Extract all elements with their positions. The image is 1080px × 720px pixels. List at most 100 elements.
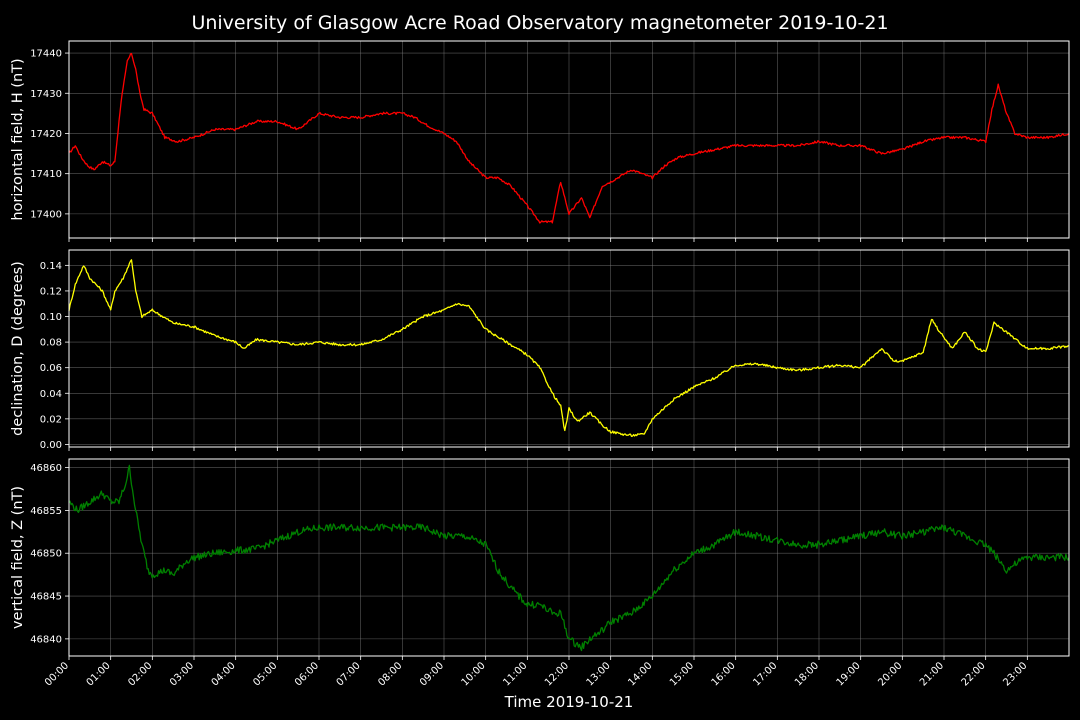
data-point	[923, 141, 924, 142]
data-point	[360, 344, 361, 345]
data-point	[318, 113, 319, 114]
data-point	[135, 510, 136, 511]
data-point	[839, 145, 840, 146]
data-point	[93, 169, 94, 170]
data-point	[652, 177, 653, 178]
figure-title: University of Glasgow Acre Road Observat…	[191, 12, 888, 34]
data-point	[923, 531, 924, 532]
data-point	[120, 101, 121, 102]
data-point	[193, 326, 194, 327]
y-tick-label: 46845	[30, 592, 62, 603]
data-point	[1027, 348, 1028, 349]
axes-frame	[68, 458, 1070, 657]
data-point	[75, 284, 76, 285]
axes-frame	[68, 249, 1070, 448]
data-point	[589, 638, 590, 639]
data-point	[443, 310, 444, 311]
data-point	[693, 153, 694, 154]
data-point	[652, 418, 653, 419]
data-point	[568, 638, 569, 639]
data-point	[102, 493, 103, 494]
data-point	[643, 434, 644, 435]
data-point	[127, 61, 128, 62]
data-point	[673, 399, 674, 400]
data-point	[893, 361, 894, 362]
data-point	[1006, 570, 1007, 571]
data-point	[964, 535, 965, 536]
data-point	[860, 367, 861, 368]
data-point	[881, 153, 882, 154]
data-point	[993, 553, 994, 554]
data-point	[560, 405, 561, 406]
data-point	[114, 161, 115, 162]
data-point	[381, 113, 382, 114]
data-point	[427, 125, 428, 126]
y-tick-label: 0.12	[40, 286, 62, 297]
data-point	[118, 501, 119, 502]
data-point	[552, 613, 553, 614]
data-point	[998, 85, 999, 86]
y-tick-label: 0.08	[40, 338, 62, 349]
data-point	[623, 434, 624, 435]
data-point	[985, 544, 986, 545]
data-point	[235, 550, 236, 551]
data-point	[1048, 137, 1049, 138]
data-point	[714, 149, 715, 150]
data-point	[75, 145, 76, 146]
data-point	[860, 535, 861, 536]
data-point	[777, 540, 778, 541]
data-point	[256, 121, 257, 122]
data-point	[993, 322, 994, 323]
y-tick-label: 17420	[30, 129, 62, 140]
data-point	[125, 484, 126, 485]
data-point	[818, 544, 819, 545]
data-point	[402, 113, 403, 114]
data-point	[777, 367, 778, 368]
data-point	[798, 370, 799, 371]
data-point	[235, 129, 236, 130]
data-point	[443, 133, 444, 134]
data-point	[143, 109, 144, 110]
data-point	[360, 117, 361, 118]
data-point	[277, 121, 278, 122]
data-point	[141, 544, 142, 545]
data-point	[485, 329, 486, 330]
axes-frame	[68, 40, 1070, 239]
data-point	[510, 185, 511, 186]
y-tick-label: 46860	[30, 463, 62, 474]
data-point	[318, 527, 319, 528]
data-point	[110, 165, 111, 166]
data-point	[81, 157, 82, 158]
data-point	[677, 157, 678, 158]
data-point	[277, 540, 278, 541]
data-point	[860, 145, 861, 146]
y-tick-label: 17410	[30, 169, 62, 180]
data-point	[881, 531, 882, 532]
y-tick-label: 0.04	[40, 389, 62, 400]
y-axis-label: horizontal field, H (nT)	[10, 58, 26, 220]
y-axis-label: declination, D (degrees)	[10, 261, 26, 436]
data-point	[235, 342, 236, 343]
data-point	[152, 310, 153, 311]
data-point	[818, 141, 819, 142]
data-point	[539, 221, 540, 222]
data-point	[931, 318, 932, 319]
data-point	[298, 129, 299, 130]
data-point	[402, 329, 403, 330]
data-point	[485, 177, 486, 178]
data-point	[589, 217, 590, 218]
data-point	[1006, 113, 1007, 114]
x-axis-label: Time 2019-10-21	[504, 693, 634, 711]
data-point	[164, 570, 165, 571]
data-point	[568, 408, 569, 409]
data-point	[560, 613, 561, 614]
data-point	[1027, 137, 1028, 138]
data-point	[1048, 348, 1049, 349]
data-point	[964, 331, 965, 332]
data-point	[318, 342, 319, 343]
data-point	[673, 570, 674, 571]
data-point	[602, 425, 603, 426]
data-point	[664, 165, 665, 166]
data-point	[652, 595, 653, 596]
